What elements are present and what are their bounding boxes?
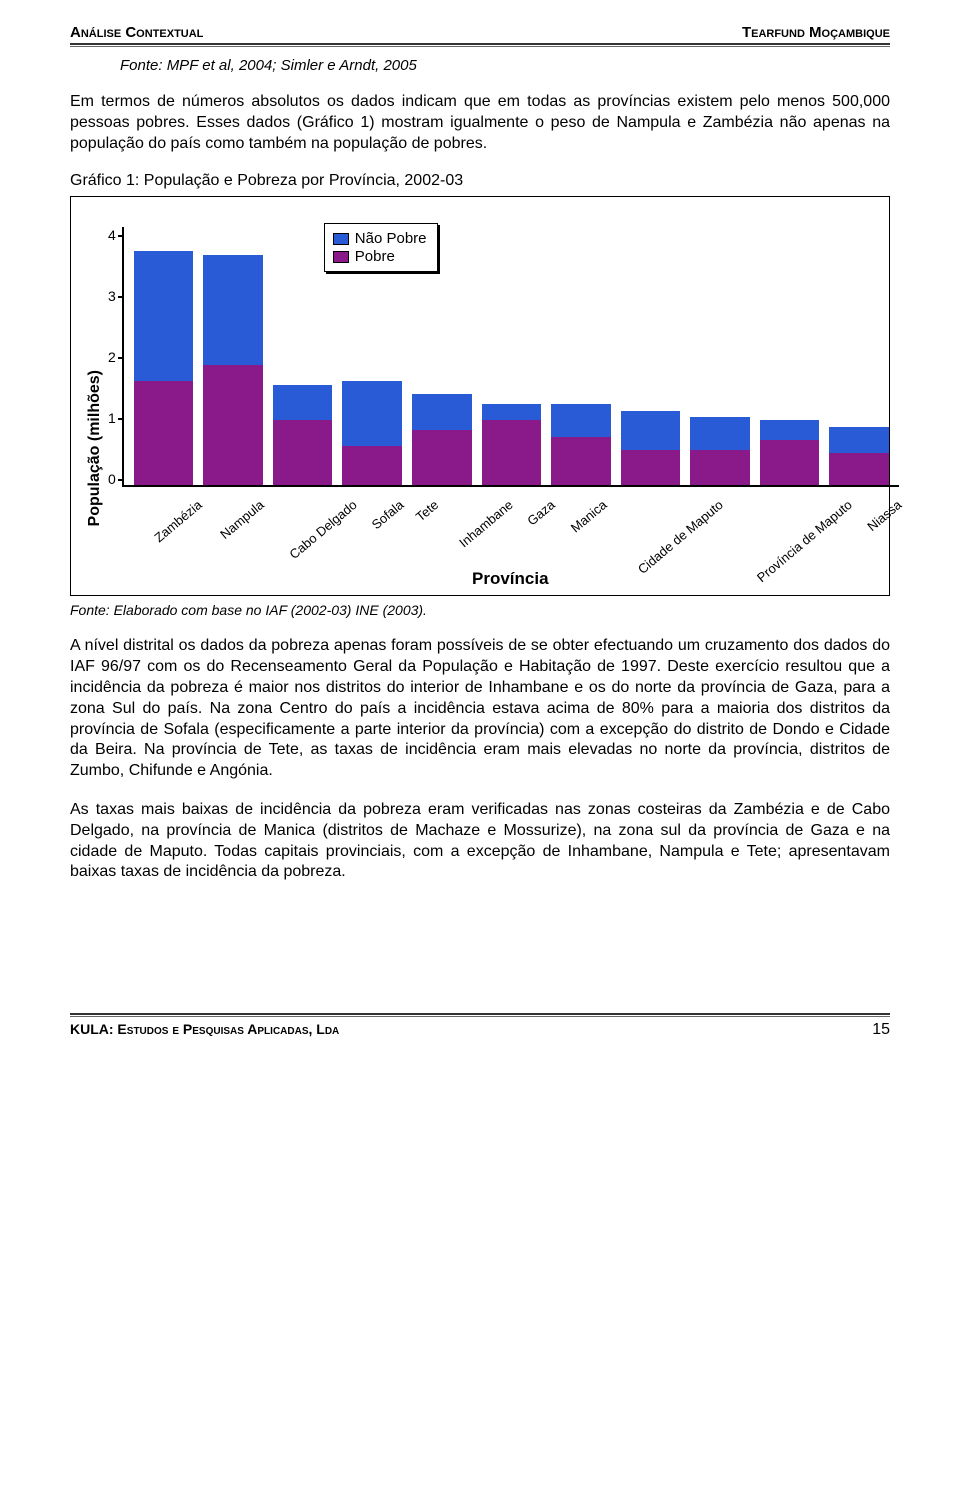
top-source: Fonte: MPF et al, 2004; Simler e Arndt, … — [120, 57, 890, 74]
x-axis-labels: ZambéziaNampulaCabo DelgadoSofalaTeteInh… — [122, 487, 899, 567]
bar-stack — [760, 420, 820, 485]
bar-segment-nao-pobre — [829, 427, 889, 453]
bar-segment-pobre — [412, 430, 472, 485]
header-left: Análise Contextual — [70, 24, 203, 41]
bar-stack — [203, 255, 263, 486]
bar-segment-nao-pobre — [412, 394, 472, 430]
y-axis-label: População (milhões) — [86, 290, 104, 526]
y-axis-ticks: 4 3 2 1 0 — [108, 227, 122, 487]
bar-slot — [342, 381, 402, 485]
footer-divider — [70, 1013, 890, 1017]
bar-slot — [482, 404, 542, 485]
bar-slot — [273, 385, 333, 486]
bar-slot — [203, 255, 263, 486]
bar-segment-pobre — [203, 365, 263, 485]
chart-source: Fonte: Elaborado com base no IAF (2002-0… — [70, 602, 890, 618]
legend-row: Pobre — [333, 248, 427, 265]
bar-stack — [134, 251, 194, 485]
chart-title: Gráfico 1: População e Pobreza por Proví… — [70, 172, 890, 190]
header-divider — [70, 43, 890, 47]
page-number: 15 — [872, 1021, 890, 1039]
bar-slot — [621, 411, 681, 486]
bar-slot — [760, 420, 820, 485]
bar-stack — [482, 404, 542, 485]
y-tick: 0 — [108, 471, 116, 487]
bar-segment-nao-pobre — [760, 420, 820, 440]
page-footer: KULA: Estudos e Pesquisas Aplicadas, Lda… — [70, 1021, 890, 1039]
y-tick: 2 — [108, 349, 116, 365]
bar-segment-nao-pobre — [482, 404, 542, 420]
legend-label: Pobre — [355, 248, 395, 265]
bar-stack — [690, 417, 750, 485]
y-tick: 4 — [108, 227, 116, 243]
bar-segment-nao-pobre — [690, 417, 750, 450]
legend-swatch — [333, 251, 349, 263]
y-tick: 1 — [108, 410, 116, 426]
bar-stack — [412, 394, 472, 485]
bar-slot — [690, 417, 750, 485]
legend-label: Não Pobre — [355, 230, 427, 247]
bar-slot — [134, 251, 194, 485]
bar-segment-pobre — [134, 381, 194, 485]
page-header: Análise Contextual Tearfund Moçambique — [70, 24, 890, 41]
chart-legend: Não PobrePobre — [324, 223, 438, 272]
bar-segment-pobre — [760, 440, 820, 486]
bar-segment-nao-pobre — [134, 251, 194, 381]
bar-segment-pobre — [621, 450, 681, 486]
paragraph-2: A nível distrital os dados da pobreza ap… — [70, 636, 890, 782]
bar-segment-pobre — [273, 420, 333, 485]
bar-slot — [829, 427, 889, 486]
bar-stack — [621, 411, 681, 486]
bar-segment-nao-pobre — [621, 411, 681, 450]
bar-segment-nao-pobre — [203, 255, 263, 366]
bar-segment-pobre — [482, 420, 542, 485]
bar-segment-nao-pobre — [342, 381, 402, 446]
bar-segment-nao-pobre — [273, 385, 333, 421]
bar-stack — [829, 427, 889, 486]
bar-slot — [551, 404, 611, 485]
header-right: Tearfund Moçambique — [742, 24, 890, 41]
footer-left: KULA: Estudos e Pesquisas Aplicadas, Lda — [70, 1021, 339, 1037]
bar-segment-pobre — [342, 446, 402, 485]
bar-segment-pobre — [690, 450, 750, 486]
paragraph-3: As taxas mais baixas de incidência da po… — [70, 800, 890, 883]
legend-row: Não Pobre — [333, 230, 427, 247]
chart-container: População (milhões) 4 3 2 1 0 Não PobrePobre… — [70, 196, 890, 596]
bar-stack — [342, 381, 402, 485]
y-tick: 3 — [108, 288, 116, 304]
paragraph-1: Em termos de números absolutos os dados … — [70, 92, 890, 154]
bar-segment-pobre — [551, 437, 611, 486]
bar-stack — [273, 385, 333, 486]
legend-swatch — [333, 233, 349, 245]
bar-stack — [551, 404, 611, 485]
plot-area: Não PobrePobre — [122, 227, 899, 487]
bar-segment-pobre — [829, 453, 889, 486]
bar-slot — [412, 394, 472, 485]
bar-segment-nao-pobre — [551, 404, 611, 437]
